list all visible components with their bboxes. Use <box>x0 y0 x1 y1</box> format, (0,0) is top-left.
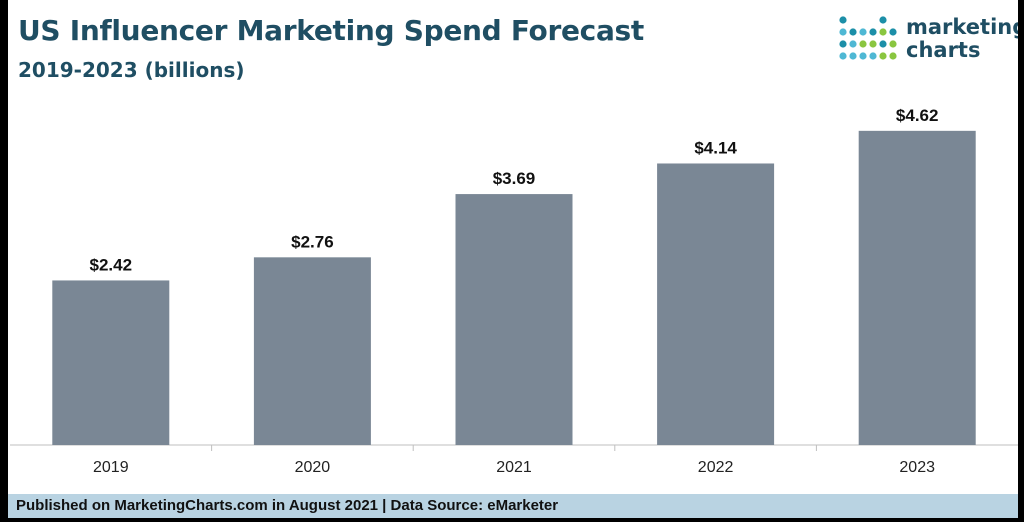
logo-line1: marketing <box>906 15 1018 39</box>
logo-line2: charts <box>906 38 981 62</box>
logo-dot <box>889 28 897 36</box>
bar-2023 <box>858 130 976 445</box>
logo-dot <box>869 52 877 60</box>
bar-2021 <box>455 194 573 445</box>
x-tick-label-2022: 2022 <box>698 459 734 476</box>
data-label-2019: $2.42 <box>90 255 133 274</box>
dot-grid-logo-icon <box>839 16 897 60</box>
logo-dot <box>839 40 847 48</box>
logo-dot <box>839 16 847 24</box>
logo-dot <box>889 40 897 48</box>
logo-dot <box>879 28 887 36</box>
logo-dot <box>859 40 867 48</box>
logo-dot <box>879 16 887 24</box>
logo-dot <box>879 40 887 48</box>
data-label-2020: $2.76 <box>291 232 334 251</box>
logo-wordmark: marketing charts <box>906 16 1018 62</box>
chart-subtitle: 2019-2023 (billions) <box>18 58 245 82</box>
logo-dot <box>839 28 847 36</box>
bar-2019 <box>52 280 170 445</box>
marketing-charts-logo: marketing charts <box>838 14 1018 70</box>
logo-dot <box>859 28 867 36</box>
logo-dot <box>849 28 857 36</box>
logo-dot <box>849 40 857 48</box>
chart-title: US Influencer Marketing Spend Forecast <box>18 14 645 47</box>
logo-dot <box>889 52 897 60</box>
x-tick-label-2019: 2019 <box>93 459 129 476</box>
logo-dot <box>839 52 847 60</box>
logo-dot <box>869 40 877 48</box>
data-label-2021: $3.69 <box>493 169 536 188</box>
x-tick-label-2020: 2020 <box>295 459 331 476</box>
bar-2022 <box>657 163 775 445</box>
data-label-2023: $4.62 <box>896 106 939 125</box>
bar-2020 <box>253 257 371 445</box>
chart-frame: US Influencer Marketing Spend Forecast 2… <box>8 0 1018 518</box>
x-tick-label-2021: 2021 <box>496 459 532 476</box>
x-tick-label-2023: 2023 <box>899 459 935 476</box>
logo-dot <box>879 52 887 60</box>
footer-source: Published on MarketingCharts.com in Augu… <box>16 497 559 514</box>
logo-dot <box>849 52 857 60</box>
logo-dot <box>859 52 867 60</box>
logo-dot <box>869 28 877 36</box>
footer-bar: Published on MarketingCharts.com in Augu… <box>8 494 1018 518</box>
data-label-2022: $4.14 <box>694 138 737 157</box>
bar-chart: $2.42 2019 $2.76 2020 $3.69 2021 $4.14 2022 $4.6… <box>10 106 1018 476</box>
